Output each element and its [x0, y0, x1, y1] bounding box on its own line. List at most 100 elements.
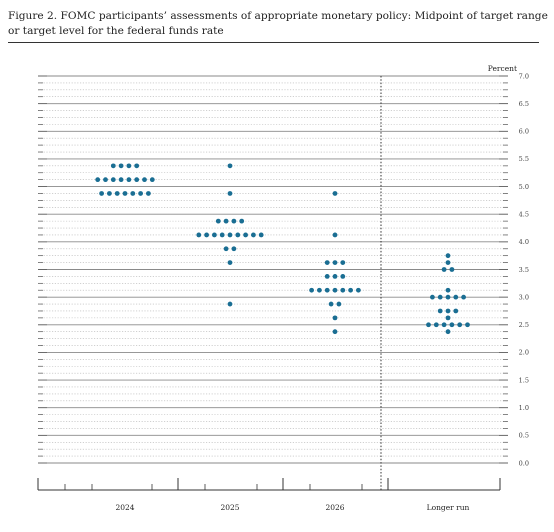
dot-marker — [149, 177, 155, 183]
dot-marker — [340, 287, 346, 293]
dot-marker — [336, 301, 342, 307]
y-axis-label: Percent — [488, 64, 517, 73]
x-category-label: 2025 — [220, 503, 239, 512]
dot-marker — [118, 163, 124, 169]
dot-marker — [445, 308, 451, 314]
y-tick-label: 6.5 — [519, 100, 529, 108]
figure-title-line-2: or target level for the federal funds ra… — [8, 25, 224, 37]
dot-marker — [445, 329, 451, 335]
dot-marker — [332, 232, 338, 238]
dot-marker — [142, 177, 147, 183]
dot-marker — [445, 260, 451, 265]
dot-marker — [122, 191, 128, 196]
dot-marker — [107, 191, 112, 196]
dot-marker — [461, 294, 466, 300]
dot-markers — [95, 163, 470, 335]
dot-marker — [324, 274, 330, 279]
dot-marker — [223, 246, 229, 252]
x-category-label: Longer run — [427, 503, 470, 512]
dot-marker — [110, 177, 116, 183]
dot-marker — [258, 232, 264, 238]
dot-marker — [146, 191, 151, 196]
dot-marker — [138, 191, 144, 196]
y-tick-label: 3.5 — [519, 266, 529, 274]
dot-marker — [227, 260, 233, 265]
dot-marker — [433, 322, 439, 328]
dot-marker — [328, 301, 334, 307]
dot-marker — [243, 232, 249, 238]
dot-marker — [103, 177, 108, 183]
dot-marker — [251, 232, 256, 238]
dot-marker — [445, 294, 451, 300]
dot-marker — [332, 274, 338, 279]
dot-marker — [340, 260, 346, 265]
y-tick-label: 6.0 — [519, 128, 529, 136]
dot-marker — [332, 329, 338, 335]
y-tick-label: 1.0 — [519, 404, 529, 412]
dot-marker — [453, 308, 459, 314]
dot-marker — [114, 191, 120, 196]
figure-title-line-1: Figure 2. FOMC participants’ assessments… — [8, 10, 548, 22]
dot-marker — [309, 287, 314, 293]
dot-marker — [134, 163, 140, 169]
dot-marker — [332, 315, 338, 321]
y-tick-label: 5.0 — [519, 183, 529, 191]
dot-marker — [231, 246, 237, 252]
y-axis-ticks: 0.0 0.5 1.0 1.5 2.0 2.5 3.0 3.5 4.0 4.5 5.0 5.5 6.0 6… — [38, 72, 529, 467]
dot-marker — [441, 322, 447, 328]
dot-marker — [204, 232, 210, 238]
x-category-label: 2024 — [115, 503, 134, 512]
dot-marker — [212, 232, 217, 238]
dot-marker — [227, 232, 233, 238]
dot-marker — [441, 267, 447, 272]
dot-marker — [215, 218, 221, 224]
y-tick-label: 3.0 — [519, 293, 529, 301]
title-rule — [8, 42, 539, 43]
dot-marker — [227, 163, 233, 169]
dot-marker — [239, 218, 245, 224]
dot-marker — [126, 177, 132, 183]
dot-marker — [235, 232, 241, 238]
dot-marker — [231, 218, 237, 224]
y-tick-label: 0.5 — [519, 432, 529, 440]
dot-marker — [356, 287, 361, 293]
dot-marker — [317, 287, 322, 293]
dot-marker — [196, 232, 202, 238]
y-tick-label: 4.5 — [519, 211, 529, 219]
dot-marker — [445, 253, 451, 259]
dot-marker — [227, 301, 233, 307]
dot-marker — [348, 287, 353, 293]
dot-marker — [118, 177, 124, 183]
dot-marker — [426, 322, 431, 328]
grid-lines — [38, 75, 508, 464]
y-tick-label: 7.0 — [519, 72, 529, 80]
dot-marker — [227, 191, 233, 196]
dot-marker — [126, 163, 132, 169]
y-tick-label: 5.5 — [519, 155, 529, 163]
dot-marker — [324, 260, 330, 265]
dot-marker — [332, 191, 338, 196]
y-tick-label: 4.0 — [519, 238, 529, 246]
dot-marker — [430, 294, 435, 300]
figure-title: Figure 2. FOMC participants’ assessments… — [8, 9, 548, 39]
dot-marker — [445, 287, 451, 293]
dot-marker — [465, 322, 470, 328]
y-tick-label: 0.0 — [519, 459, 529, 467]
dot-marker — [340, 274, 346, 279]
dot-marker — [449, 322, 455, 328]
dot-marker — [110, 163, 116, 169]
dot-marker — [95, 177, 101, 183]
y-tick-label: 2.0 — [519, 349, 529, 357]
dot-marker — [99, 191, 104, 196]
y-tick-label: 1.5 — [519, 376, 529, 384]
dot-marker — [332, 287, 338, 293]
dot-marker — [449, 267, 455, 272]
dot-marker — [437, 294, 443, 300]
dot-marker — [324, 287, 330, 293]
x-category-label: 2026 — [325, 503, 344, 512]
dot-marker — [445, 315, 451, 321]
dot-marker — [134, 177, 140, 183]
dot-marker — [332, 260, 338, 265]
dot-marker — [223, 218, 229, 224]
